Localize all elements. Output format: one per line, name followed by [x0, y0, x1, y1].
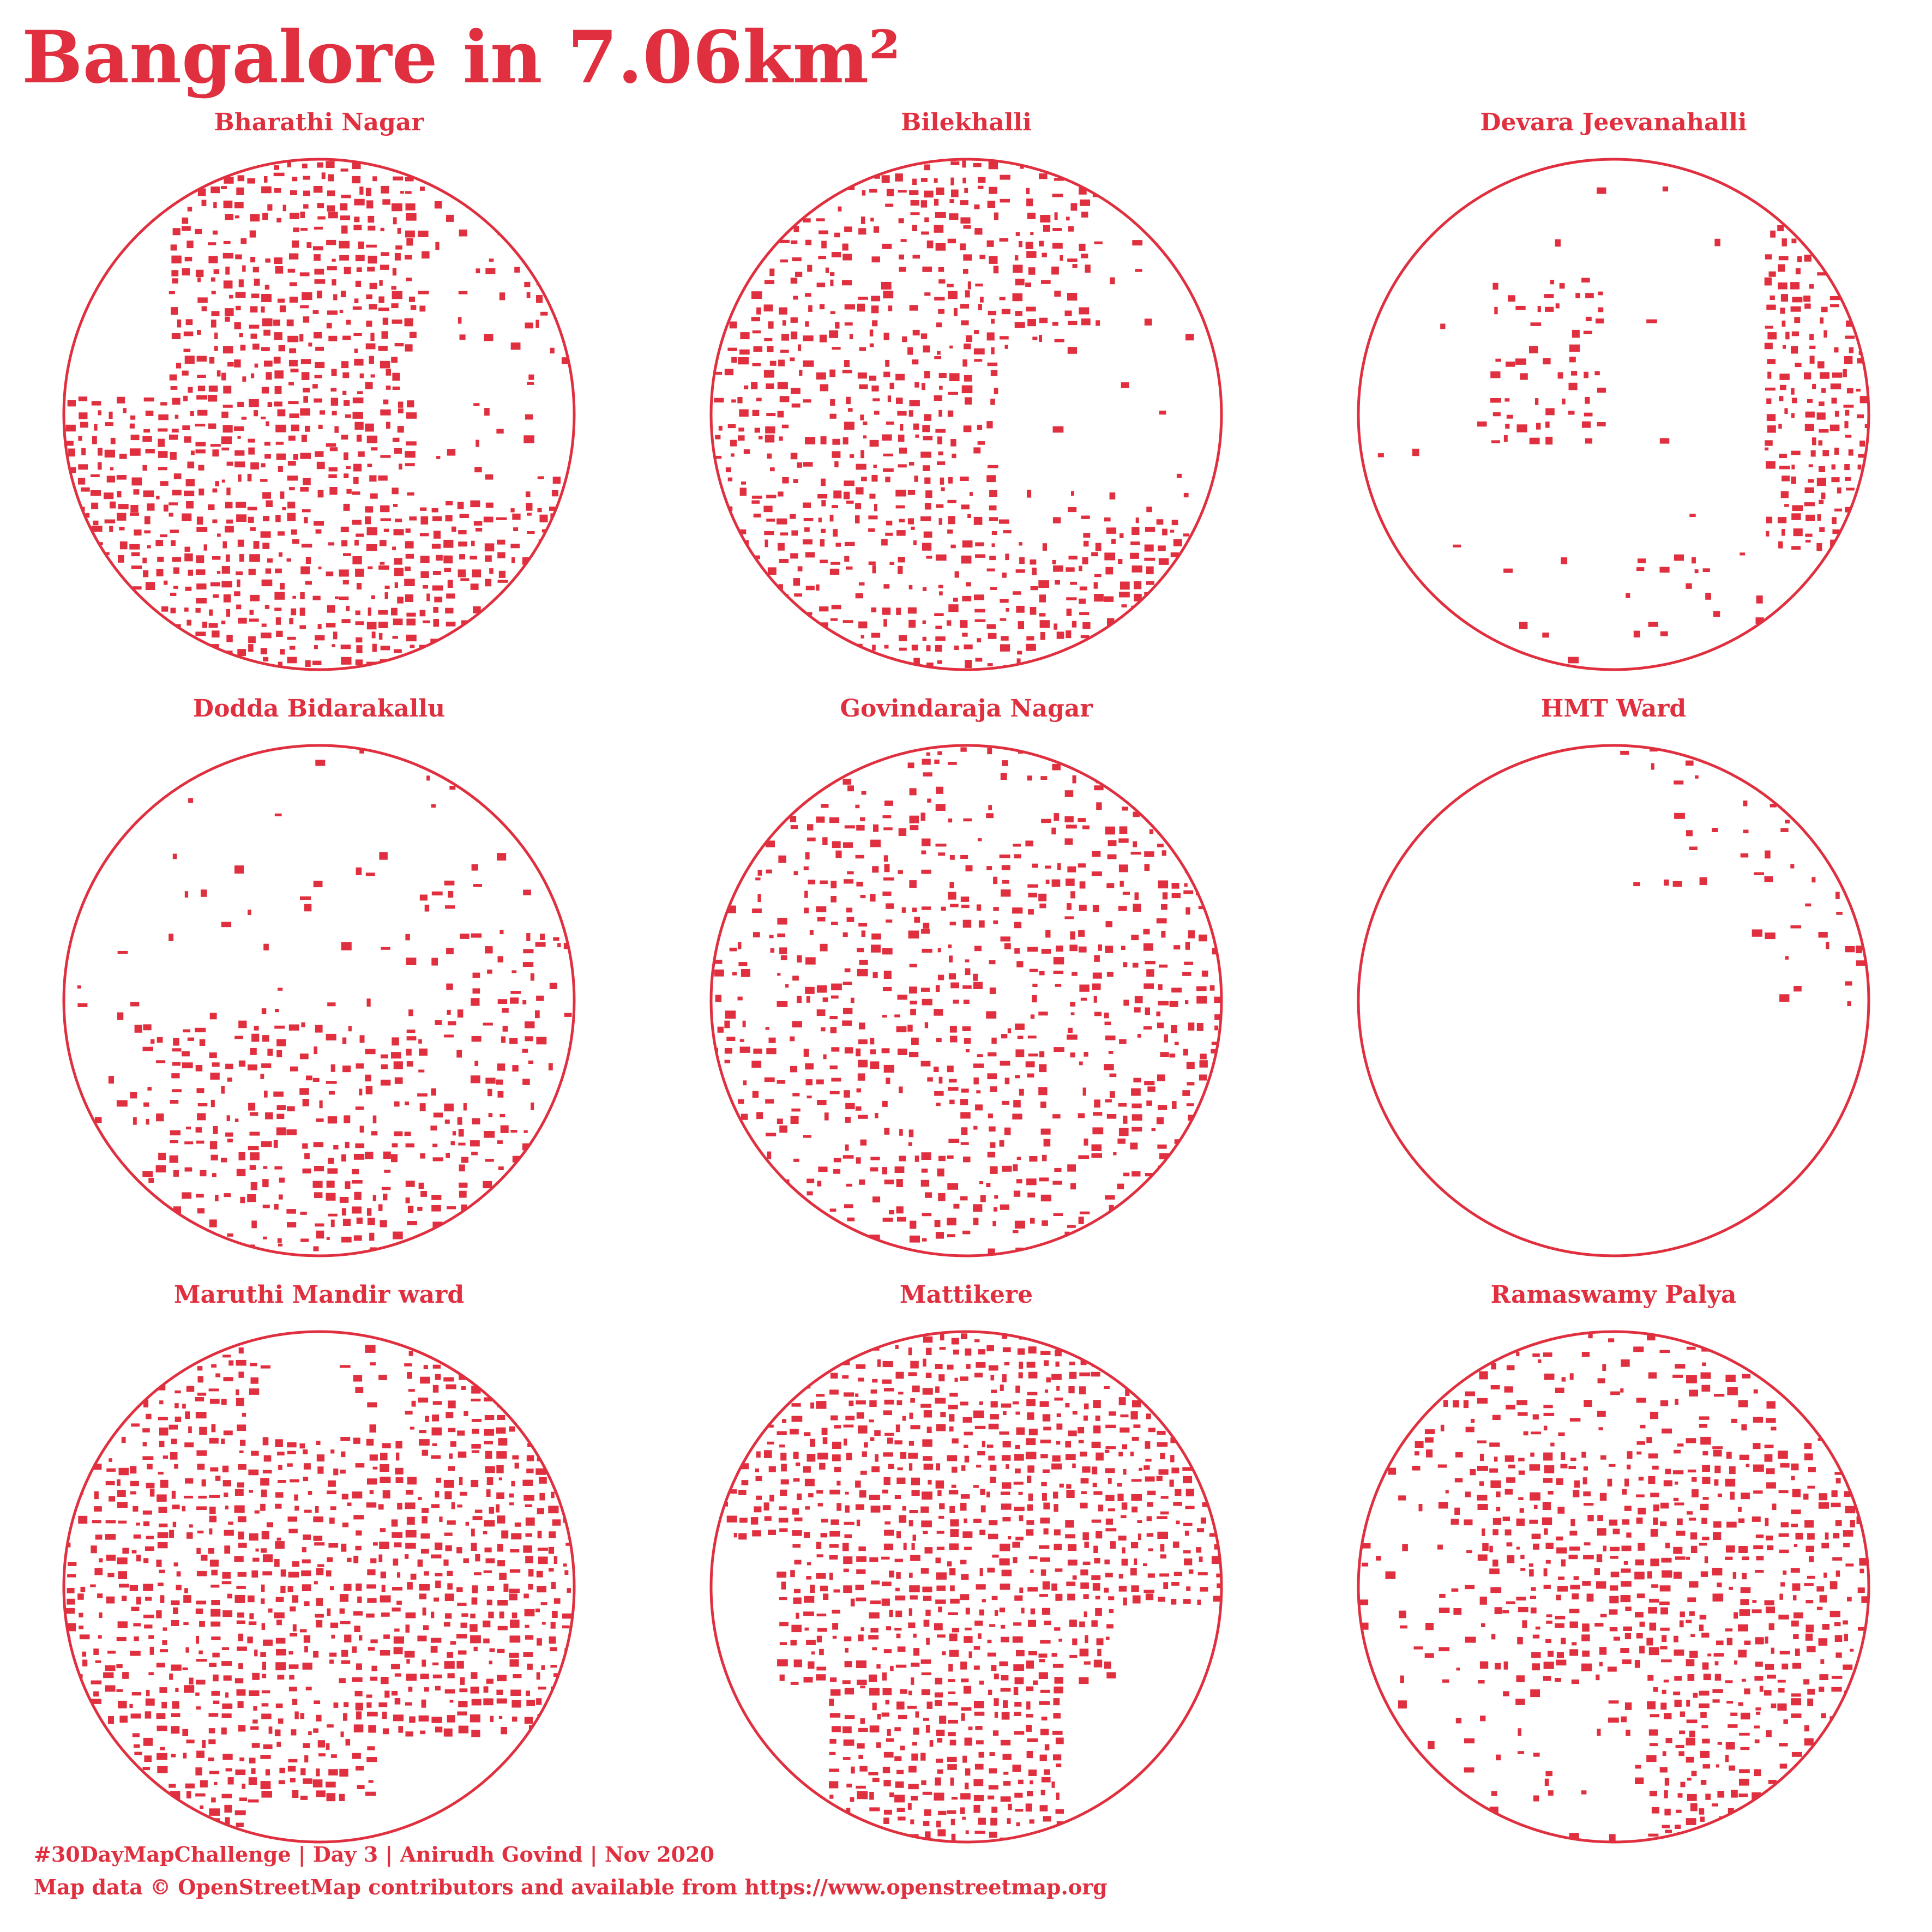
- building-footprint-map: [62, 744, 576, 1257]
- building-footprint-map: [709, 1330, 1223, 1844]
- panel-title: HMT Ward: [1540, 695, 1687, 723]
- map-panel-devara-jeevanahalli: Devara Jeevanahalli: [1344, 106, 1883, 690]
- map-panel-bilekhalli: Bilekhalli: [696, 106, 1236, 690]
- panel-title: Dodda Bidarakallu: [192, 695, 446, 723]
- map-panel-bharathi-nagar: Bharathi Nagar: [49, 106, 589, 690]
- panel-title: Govindaraja Nagar: [840, 695, 1093, 723]
- boundary-circle: [62, 1330, 576, 1844]
- building-footprints: [712, 747, 1221, 1256]
- boundary-circle: [1357, 744, 1870, 1257]
- map-panel-mattikere: Mattikere: [696, 1279, 1236, 1862]
- boundary-circle: [709, 744, 1223, 1257]
- panel-title: Mattikere: [899, 1281, 1033, 1309]
- panel-title: Devara Jeevanahalli: [1480, 109, 1747, 136]
- building-footprint-map: [62, 158, 576, 671]
- boundary-circle: [709, 158, 1223, 671]
- footer-attribution-line: Map data © OpenStreetMap contributors an…: [34, 1875, 1108, 1899]
- panel-title: Bharathi Nagar: [214, 109, 424, 136]
- map-panel-hmt-ward: HMT Ward: [1344, 693, 1883, 1276]
- footer-credit-line: #30DayMapChallenge | Day 3 | Anirudh Gov…: [34, 1842, 715, 1867]
- panel-title: Bilekhalli: [901, 109, 1032, 136]
- building-footprints: [724, 1332, 1221, 1842]
- building-footprint-map: [709, 158, 1223, 671]
- building-footprint-map: [709, 744, 1223, 1257]
- building-footprint-map: [1357, 158, 1870, 671]
- boundary-circle: [62, 744, 576, 1257]
- building-footprint-map: [1357, 744, 1870, 1257]
- map-panel-ramaswamy-palya: Ramaswamy Palya: [1344, 1279, 1883, 1862]
- building-footprints: [64, 160, 574, 670]
- map-panel-maruthi-mandir-ward: Maruthi Mandir ward: [49, 1279, 589, 1862]
- boundary-circle: [1357, 1330, 1870, 1844]
- building-footprints: [1620, 748, 1865, 1007]
- boundary-circle: [709, 1330, 1223, 1844]
- building-footprints: [711, 160, 1217, 670]
- map-panel-govindaraja-nagar: Govindaraja Nagar: [696, 693, 1236, 1276]
- building-footprint-map: [62, 1330, 576, 1844]
- panel-title: Ramaswamy Palya: [1490, 1281, 1737, 1309]
- building-footprint-map: [1357, 1330, 1870, 1844]
- page-title: Bangalore in 7.06km²: [22, 15, 901, 100]
- building-footprints: [1377, 186, 1869, 670]
- building-footprints: [77, 749, 574, 1254]
- panel-title: Maruthi Mandir ward: [173, 1281, 465, 1309]
- boundary-circle: [62, 158, 576, 671]
- building-footprints: [64, 1345, 574, 1838]
- building-footprints: [1358, 1332, 1869, 1841]
- boundary-circle: [1357, 158, 1870, 671]
- map-panel-dodda-bidarakallu: Dodda Bidarakallu: [49, 693, 589, 1276]
